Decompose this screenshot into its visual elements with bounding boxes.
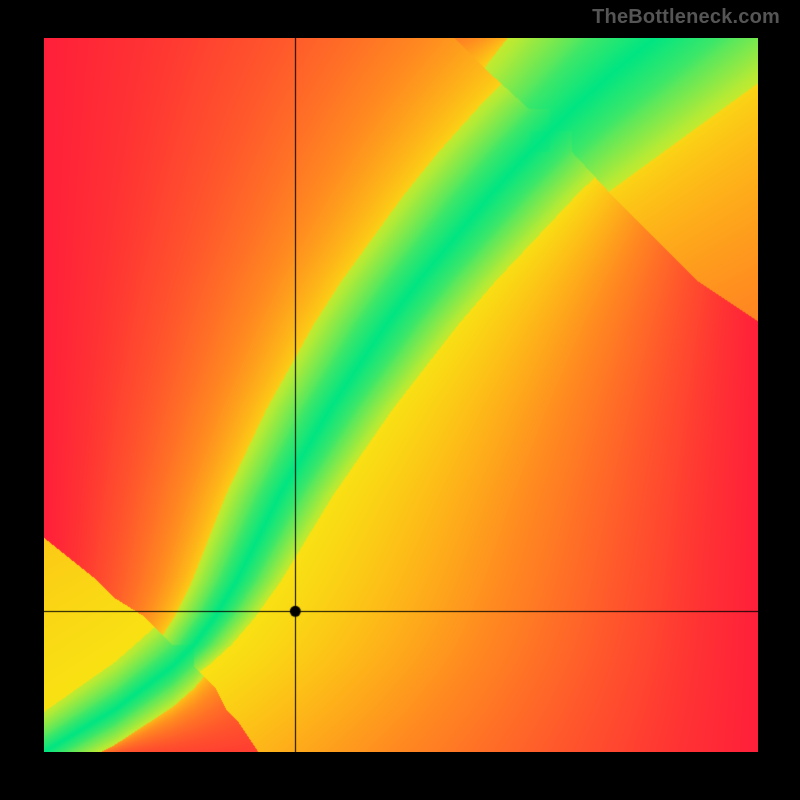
bottleneck-heatmap — [44, 38, 758, 752]
chart-container: TheBottleneck.com — [0, 0, 800, 800]
attribution-text: TheBottleneck.com — [592, 6, 780, 29]
